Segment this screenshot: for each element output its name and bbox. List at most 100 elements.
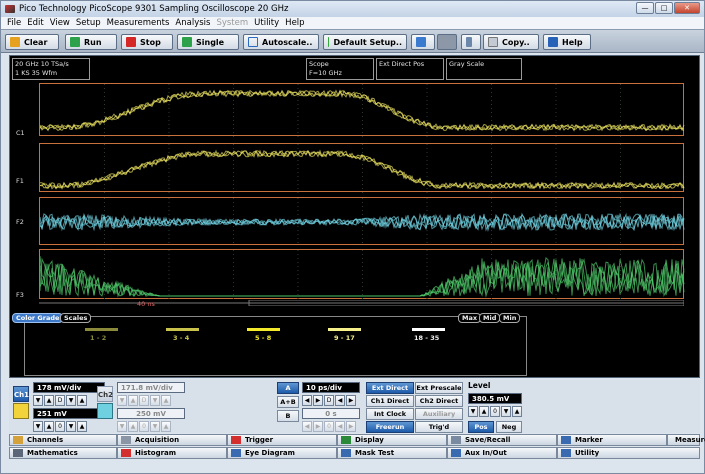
menu-analysis[interactable]: Analysis <box>175 18 211 28</box>
down-arrow-icon[interactable]: ▼ <box>33 421 43 432</box>
ch1-direct-button[interactable]: Ch1 Direct <box>366 395 414 407</box>
ch2-direct-button[interactable]: Ch2 Direct <box>415 395 463 407</box>
scope-info-box[interactable]: Scope F=10 GHz <box>306 58 374 80</box>
up-arrow-icon[interactable]: ▲ <box>479 406 489 417</box>
marker-tab[interactable]: Marker <box>557 434 667 446</box>
right-arrow-icon[interactable]: ▶ <box>346 395 356 406</box>
freerun-button[interactable]: Freerun <box>366 421 414 433</box>
scope-display[interactable]: 20 GHz 10 TSa/s 1 KS 35 Wfm Scope F=10 G… <box>9 55 700 378</box>
ch2-scale-stepper[interactable]: ▼ ▲ D ▼ ▲ <box>117 395 171 406</box>
run-button[interactable]: Run <box>65 34 117 50</box>
level-stepper[interactable]: ▼ ▲ 0 ▼ ▲ <box>468 406 522 417</box>
menu-view[interactable]: View <box>49 18 70 28</box>
single-button[interactable]: Single <box>177 34 239 50</box>
left-arrow-icon[interactable]: ◀ <box>302 421 312 432</box>
ch2-offset-field[interactable]: 250 mV <box>117 408 185 419</box>
eye-diagram-tab[interactable]: Eye Diagram <box>227 447 337 459</box>
ch2-button[interactable]: Ch2 <box>97 386 113 402</box>
timebase-ab-button[interactable]: A+B <box>277 396 299 408</box>
down-arrow-icon[interactable]: ▼ <box>117 421 127 432</box>
down-arrow-icon[interactable]: ▼ <box>33 395 43 406</box>
tab-color-grade[interactable]: Color Grade <box>12 313 64 323</box>
trace-f2[interactable] <box>39 197 685 246</box>
horizontal-position-bar[interactable] <box>39 300 684 306</box>
redo-button[interactable] <box>437 34 457 50</box>
down-arrow-icon[interactable]: ▼ <box>501 406 511 417</box>
default-setup-button[interactable]: Default Setup.. <box>323 34 407 50</box>
auxiliary-button[interactable]: Auxiliary <box>415 408 463 420</box>
down-arrow-icon[interactable]: ▼ <box>66 395 76 406</box>
ch2-scale-field[interactable]: 171.8 mV/div <box>117 382 185 393</box>
right-arrow-icon[interactable]: ▶ <box>313 421 323 432</box>
ch2-offset-stepper[interactable]: ▼ ▲ 0 ▼ ▲ <box>117 421 171 432</box>
ext-direct-button[interactable]: Ext Direct <box>366 382 414 394</box>
up-arrow-icon[interactable]: ▲ <box>512 406 522 417</box>
timebase-b-button[interactable]: B <box>277 410 299 422</box>
slope-pos-button[interactable]: Pos <box>468 421 494 433</box>
autoscale-button[interactable]: Autoscale.. <box>243 34 319 50</box>
ch1-button[interactable]: Ch1 <box>13 386 29 402</box>
timebase-scale-stepper[interactable]: ◀ ▶ D ◀ ▶ <box>302 395 356 406</box>
trace-f1[interactable] <box>39 143 685 193</box>
up-arrow-icon[interactable]: ▲ <box>44 395 54 406</box>
left-arrow-icon[interactable]: ◀ <box>335 395 345 406</box>
display-tab[interactable]: Display <box>337 434 447 446</box>
mask-test-tab[interactable]: Mask Test <box>337 447 447 459</box>
histogram-tab[interactable]: Histogram <box>117 447 227 459</box>
undo-button[interactable] <box>411 34 435 50</box>
utility-tab[interactable]: Utility <box>557 447 700 459</box>
copy-button[interactable]: Copy.. <box>483 34 539 50</box>
maximize-button[interactable]: □ <box>655 2 673 14</box>
menu-help[interactable]: Help <box>285 18 305 28</box>
timebase-scale-field[interactable]: 10 ps/div <box>302 382 360 393</box>
menu-file[interactable]: File <box>7 18 22 28</box>
timebase-a-button[interactable]: A <box>277 382 299 394</box>
menu-setup[interactable]: Setup <box>75 18 101 28</box>
acquisition-info-box[interactable]: 20 GHz 10 TSa/s 1 KS 35 Wfm <box>12 58 90 80</box>
tab-max[interactable]: Max <box>458 313 482 323</box>
tab-min[interactable]: Min <box>499 313 521 323</box>
timebase-delay-stepper[interactable]: ◀ ▶ 0 ◀ ▶ <box>302 421 356 432</box>
close-button[interactable]: ✕ <box>674 2 700 14</box>
up-arrow-icon[interactable]: ▲ <box>44 421 54 432</box>
level-value-field[interactable]: 380.5 mV <box>468 393 522 404</box>
trigger-info-box[interactable]: Ext Direct Pos <box>376 58 444 80</box>
up-arrow-icon[interactable]: ▲ <box>161 395 171 406</box>
down-arrow-icon[interactable]: ▼ <box>468 406 478 417</box>
channels-tab[interactable]: Channels <box>9 434 117 446</box>
up-arrow-icon[interactable]: ▲ <box>77 421 87 432</box>
right-arrow-icon[interactable]: ▶ <box>313 395 323 406</box>
ch1-scale-stepper[interactable]: ▼ ▲ D ▼ ▲ <box>33 395 87 406</box>
help-button[interactable]: Help <box>543 34 591 50</box>
display-info-box[interactable]: Gray Scale <box>446 58 522 80</box>
mathematics-tab[interactable]: Mathematics <box>9 447 117 459</box>
tab-scales[interactable]: Scales <box>60 313 92 323</box>
up-arrow-icon[interactable]: ▲ <box>77 395 87 406</box>
left-arrow-icon[interactable]: ◀ <box>302 395 312 406</box>
acquisition-tab[interactable]: Acquisition <box>117 434 227 446</box>
tab-mid[interactable]: Mid <box>479 313 501 323</box>
menu-utility[interactable]: Utility <box>254 18 280 28</box>
trigger-tab[interactable]: Trigger <box>227 434 337 446</box>
int-clock-button[interactable]: Int Clock <box>366 408 414 420</box>
print-button[interactable] <box>461 34 481 50</box>
down-arrow-icon[interactable]: ▼ <box>150 395 160 406</box>
trigd-button[interactable]: Trig'd <box>415 421 463 433</box>
ext-prescale-button[interactable]: Ext Prescale <box>415 382 463 394</box>
menu-edit[interactable]: Edit <box>27 18 44 28</box>
right-arrow-icon[interactable]: ▶ <box>346 421 356 432</box>
minimize-button[interactable]: — <box>636 2 654 14</box>
ch1-offset-field[interactable]: 251 mV <box>33 408 105 419</box>
stop-button[interactable]: Stop <box>121 34 173 50</box>
trace-c1[interactable] <box>39 83 685 137</box>
down-arrow-icon[interactable]: ▼ <box>150 421 160 432</box>
aux-in-out-tab[interactable]: Aux In/Out <box>447 447 557 459</box>
trace-f3[interactable] <box>39 249 685 300</box>
up-arrow-icon[interactable]: ▲ <box>128 395 138 406</box>
ch1-offset-stepper[interactable]: ▼ ▲ 0 ▼ ▲ <box>33 421 87 432</box>
up-arrow-icon[interactable]: ▲ <box>128 421 138 432</box>
clear-button[interactable]: Clear <box>5 34 59 50</box>
down-arrow-icon[interactable]: ▼ <box>66 421 76 432</box>
measure-tab[interactable]: Measure <box>667 434 705 446</box>
up-arrow-icon[interactable]: ▲ <box>161 421 171 432</box>
